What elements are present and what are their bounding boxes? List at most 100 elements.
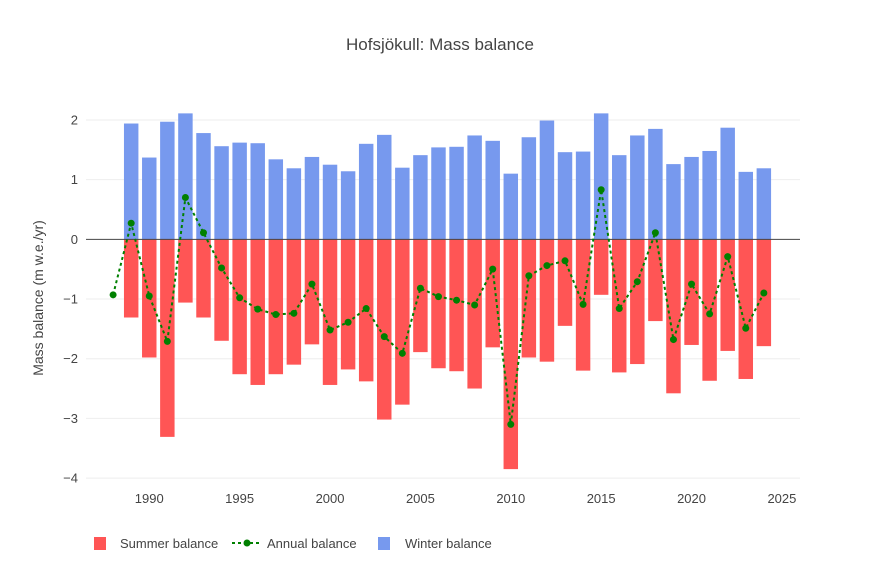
winter-balance-bar[interactable] [756,168,772,240]
annual-balance-point[interactable] [615,305,623,313]
winter-balance-bar[interactable] [196,133,211,240]
annual-balance-point[interactable] [669,336,677,344]
winter-balance-bar[interactable] [358,143,374,240]
annual-balance-point[interactable] [308,280,316,288]
winter-balance-bar[interactable] [160,121,175,240]
winter-balance-bar[interactable] [340,171,356,240]
annual-balance-point[interactable] [543,262,551,270]
legend[interactable]: Summer balance Annual balance Winter bal… [94,536,492,551]
winter-balance-bar[interactable] [575,151,591,240]
annual-balance-point[interactable] [434,293,442,301]
annual-balance-point[interactable] [742,324,750,332]
winter-balance-bar[interactable] [322,164,338,240]
summer-balance-bar[interactable] [503,239,519,470]
annual-balance-point[interactable] [724,253,732,261]
summer-balance-bar[interactable] [286,239,302,365]
winter-balance-bar[interactable] [503,173,519,240]
annual-balance-point[interactable] [688,280,696,288]
winter-balance-bar[interactable] [268,159,284,240]
annual-balance-point[interactable] [706,310,714,318]
winter-balance-bar[interactable] [521,137,537,240]
summer-balance-bar[interactable] [630,239,645,365]
annual-balance-point[interactable] [525,272,533,280]
summer-balance-bar[interactable] [395,239,410,405]
annual-balance-point[interactable] [344,318,352,326]
legend-item-annual[interactable]: Annual balance [232,536,357,551]
winter-balance-bar[interactable] [738,171,754,240]
annual-balance-point[interactable] [471,301,479,309]
winter-balance-bar[interactable] [666,164,681,240]
winter-balance-bar[interactable] [539,120,555,240]
annual-balance-point[interactable] [597,186,605,194]
winter-balance-bar[interactable] [612,155,627,240]
winter-balance-bar[interactable] [232,142,247,240]
annual-balance-point[interactable] [181,194,189,202]
annual-balance-point[interactable] [163,337,171,345]
annual-balance-point[interactable] [145,292,153,300]
annual-balance-point[interactable] [218,264,226,272]
annual-balance-point[interactable] [507,420,515,428]
legend-item-winter[interactable]: Winter balance [378,536,492,551]
annual-balance-point[interactable] [326,326,334,334]
winter-balance-bar[interactable] [630,135,645,240]
summer-balance-bar[interactable] [738,239,754,379]
summer-balance-bar[interactable] [684,239,699,345]
annual-balance-point[interactable] [651,229,659,237]
annual-balance-point[interactable] [362,305,370,313]
summer-balance-bar[interactable] [485,239,500,348]
winter-balance-bar[interactable] [431,147,446,240]
winter-balance-bar[interactable] [304,156,320,240]
annual-balance-point[interactable] [561,257,569,265]
annual-balance-point[interactable] [236,294,244,302]
winter-balance-bar[interactable] [593,113,609,240]
annual-balance-point[interactable] [272,311,280,319]
summer-balance-bar[interactable] [322,239,338,385]
annual-balance-point[interactable] [254,305,262,313]
winter-balance-bar[interactable] [250,143,265,240]
summer-balance-bar[interactable] [593,239,609,295]
annual-balance-point[interactable] [416,284,424,292]
annual-balance-point[interactable] [453,296,461,304]
winter-balance-bar[interactable] [413,155,428,240]
winter-balance-bar[interactable] [142,157,157,240]
summer-balance-bar[interactable] [196,239,211,318]
annual-balance-point[interactable] [109,291,117,299]
winter-balance-bar[interactable] [214,146,229,240]
summer-balance-bar[interactable] [557,239,573,326]
summer-balance-bar[interactable] [467,239,482,389]
summer-balance-bar[interactable] [268,239,284,375]
winter-balance-bar[interactable] [720,127,735,240]
summer-balance-bar[interactable] [539,239,555,362]
summer-balance-bar[interactable] [214,239,229,341]
annual-balance-point[interactable] [489,265,497,273]
summer-balance-bar[interactable] [648,239,663,322]
summer-balance-bar[interactable] [431,239,446,369]
winter-balance-bar[interactable] [648,128,663,240]
winter-balance-bar[interactable] [377,134,392,240]
winter-balance-bar[interactable] [467,135,482,240]
legend-item-summer[interactable]: Summer balance [94,536,218,551]
winter-balance-bar[interactable] [123,123,139,240]
winter-balance-bar[interactable] [557,152,573,240]
summer-balance-bar[interactable] [377,239,392,420]
winter-balance-bar[interactable] [702,150,717,240]
summer-balance-bar[interactable] [340,239,356,370]
winter-balance-bar[interactable] [449,146,464,240]
summer-balance-bar[interactable] [449,239,464,372]
winter-balance-bar[interactable] [395,167,410,240]
annual-balance-point[interactable] [290,309,298,317]
summer-balance-bar[interactable] [178,239,193,303]
annual-balance-point[interactable] [398,349,406,357]
winter-balance-bar[interactable] [178,113,193,240]
winter-balance-bar[interactable] [286,168,302,240]
annual-balance-point[interactable] [633,278,641,286]
annual-balance-point[interactable] [760,289,768,297]
winter-balance-bar[interactable] [485,140,500,240]
summer-balance-bar[interactable] [413,239,428,353]
summer-balance-bar[interactable] [702,239,717,381]
annual-balance-point[interactable] [579,300,587,308]
annual-balance-point[interactable] [199,229,207,237]
summer-balance-bar[interactable] [521,239,537,358]
summer-balance-bar[interactable] [232,239,247,375]
annual-balance-point[interactable] [380,333,388,341]
